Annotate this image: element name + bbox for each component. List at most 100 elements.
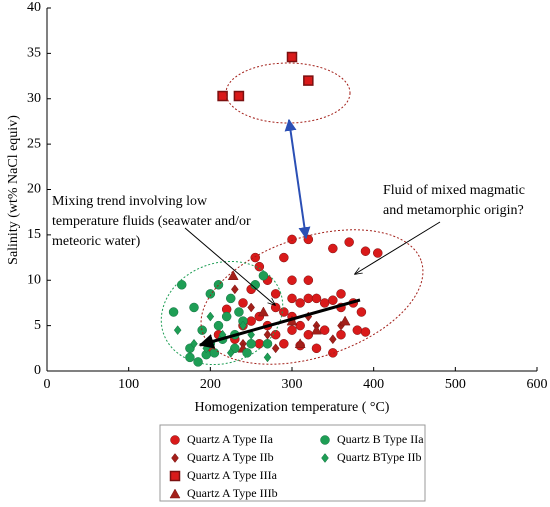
point bbox=[213, 320, 224, 331]
point bbox=[189, 302, 199, 313]
point bbox=[336, 329, 346, 340]
point bbox=[360, 327, 371, 337]
x-tick-label: 200 bbox=[200, 377, 221, 392]
point bbox=[250, 252, 260, 263]
y-tick-label: 20 bbox=[27, 182, 41, 197]
point bbox=[279, 252, 289, 263]
legend-swatch bbox=[170, 435, 180, 445]
point bbox=[303, 275, 314, 285]
point bbox=[239, 320, 247, 331]
legend-label: Quartz A Type IIIb bbox=[187, 486, 278, 500]
point bbox=[373, 248, 383, 258]
pointer bbox=[184, 227, 275, 305]
y-tick-label: 15 bbox=[27, 227, 41, 242]
point bbox=[287, 234, 297, 245]
x-tick-label: 500 bbox=[445, 377, 466, 392]
y-tick-label: 25 bbox=[27, 136, 41, 151]
x-tick-label: 600 bbox=[527, 377, 548, 392]
point bbox=[339, 315, 351, 326]
point bbox=[319, 325, 330, 335]
point bbox=[336, 289, 346, 299]
legend-swatch bbox=[171, 453, 179, 463]
point bbox=[287, 293, 297, 304]
point bbox=[294, 338, 306, 349]
point bbox=[303, 75, 314, 86]
point bbox=[356, 307, 367, 317]
point bbox=[193, 357, 203, 367]
point bbox=[190, 338, 198, 349]
point bbox=[173, 325, 182, 336]
point bbox=[209, 348, 220, 358]
point bbox=[352, 325, 363, 335]
y-tick-label: 10 bbox=[27, 272, 41, 287]
point bbox=[263, 352, 272, 363]
y-axis-label: Salinity (wt% NaCl equiv) bbox=[6, 115, 21, 265]
point bbox=[303, 293, 314, 304]
x-tick-label: 300 bbox=[282, 377, 303, 392]
point bbox=[295, 298, 305, 308]
point bbox=[185, 352, 195, 363]
annotation: and metamorphic origin? bbox=[383, 203, 524, 218]
point bbox=[328, 348, 338, 358]
point bbox=[246, 316, 256, 326]
point bbox=[360, 246, 371, 256]
point bbox=[270, 289, 281, 299]
legend-swatch bbox=[169, 488, 181, 499]
point bbox=[238, 298, 248, 308]
legend-swatch bbox=[169, 470, 181, 482]
y-tick-label: 40 bbox=[27, 0, 41, 15]
point bbox=[221, 311, 232, 322]
point bbox=[344, 237, 354, 247]
point bbox=[197, 325, 207, 335]
point bbox=[254, 261, 265, 272]
blue-arrow bbox=[284, 118, 311, 240]
legend-label: Quartz A Type IIa bbox=[187, 432, 274, 446]
point bbox=[286, 51, 298, 63]
annotation: Fluid of mixed magmatic bbox=[383, 183, 525, 198]
point bbox=[226, 347, 235, 358]
point bbox=[234, 307, 244, 317]
point bbox=[270, 302, 281, 313]
point bbox=[311, 343, 322, 354]
point bbox=[206, 311, 215, 322]
legend-swatch bbox=[321, 453, 329, 463]
point bbox=[217, 90, 228, 102]
legend-swatch bbox=[320, 435, 330, 445]
annotation: meteoric water) bbox=[52, 234, 141, 249]
point bbox=[262, 339, 273, 349]
point bbox=[319, 298, 330, 308]
point bbox=[168, 307, 179, 317]
y-tick-label: 30 bbox=[27, 91, 41, 106]
point bbox=[328, 295, 338, 305]
x-tick-label: 400 bbox=[363, 377, 384, 392]
cluster-outline bbox=[200, 229, 424, 365]
pointer bbox=[355, 221, 441, 274]
x-axis-label: Homogenization temperature ( °C) bbox=[195, 400, 390, 415]
point bbox=[205, 289, 216, 299]
point bbox=[177, 280, 187, 290]
x-tick-label: 100 bbox=[118, 377, 139, 392]
point bbox=[303, 329, 314, 340]
point bbox=[226, 293, 236, 304]
annotation: temperature fluids (seawater and/or bbox=[52, 214, 251, 229]
point bbox=[246, 339, 256, 349]
point bbox=[287, 325, 297, 335]
point bbox=[311, 293, 322, 304]
point bbox=[328, 243, 338, 254]
cluster-outline bbox=[225, 62, 351, 124]
y-tick-label: 5 bbox=[34, 318, 41, 333]
point bbox=[287, 275, 297, 285]
x-tick-label: 0 bbox=[44, 377, 51, 392]
y-tick-label: 35 bbox=[27, 46, 41, 61]
point bbox=[271, 343, 280, 354]
point bbox=[279, 339, 289, 349]
legend-label: Quartz A Type IIb bbox=[187, 450, 274, 464]
point bbox=[231, 284, 239, 295]
point bbox=[279, 307, 289, 317]
cluster-outline bbox=[160, 260, 284, 366]
point bbox=[311, 324, 322, 335]
legend bbox=[159, 424, 426, 502]
legend-label: Quartz BType IIb bbox=[337, 450, 421, 464]
